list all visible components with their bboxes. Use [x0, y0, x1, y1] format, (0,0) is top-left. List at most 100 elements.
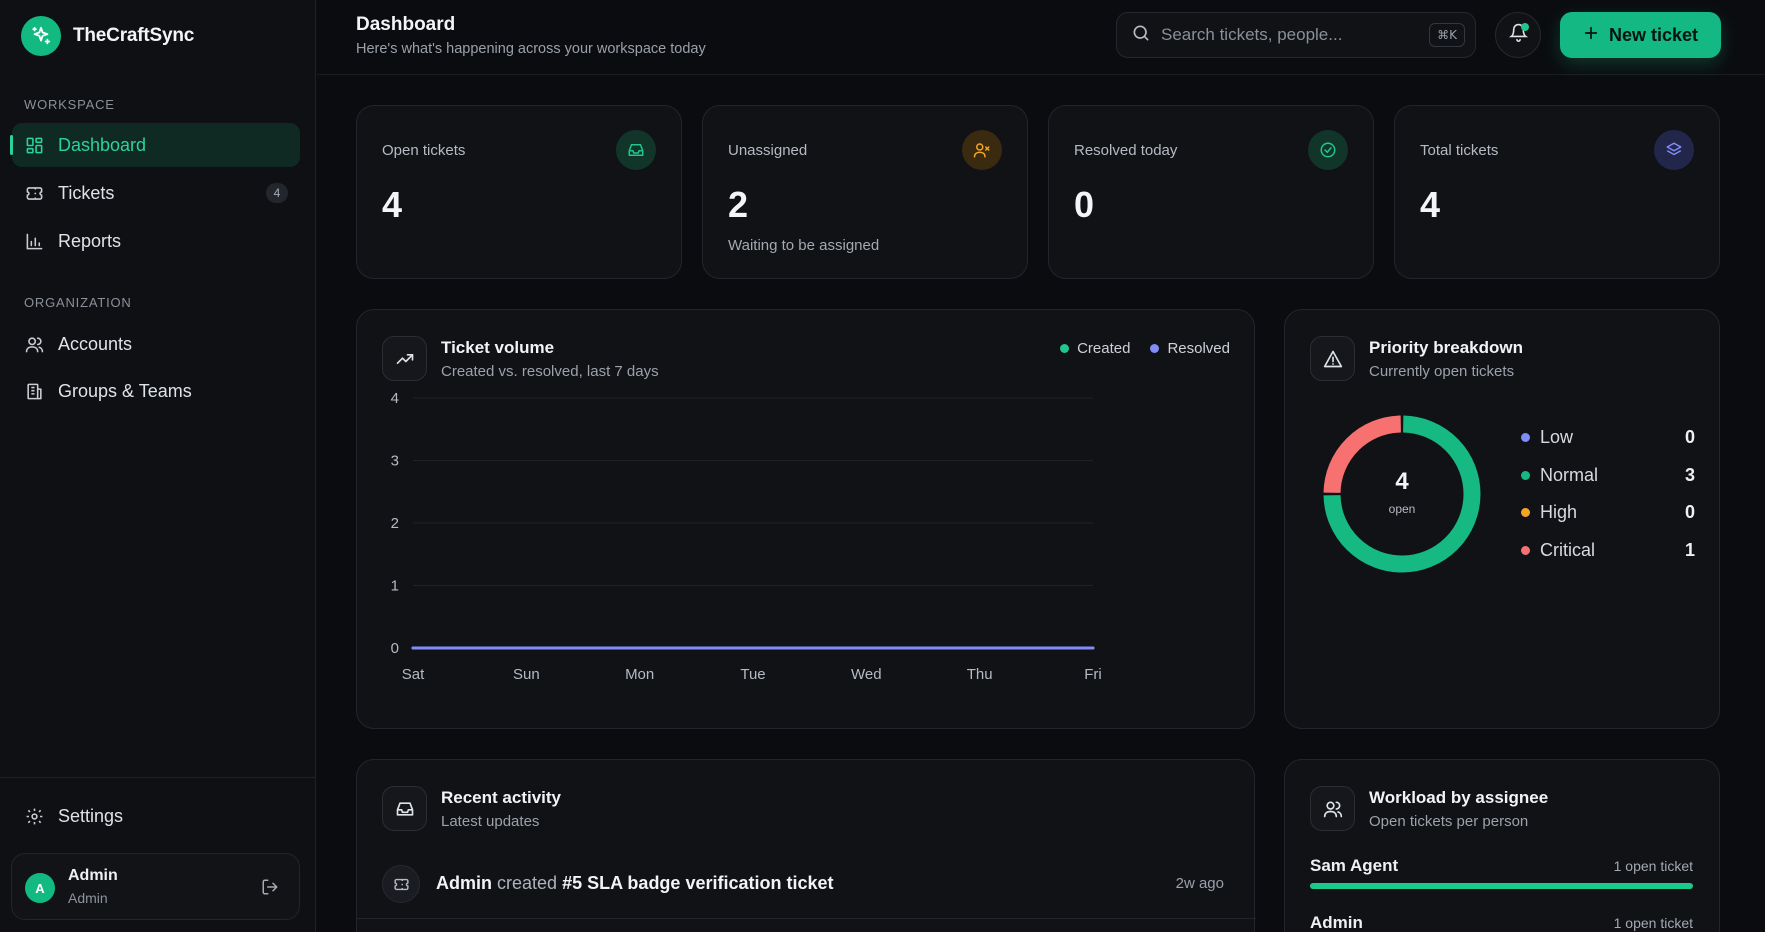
stat-label: Resolved today — [1074, 142, 1178, 159]
legend-swatch — [1150, 344, 1160, 353]
priority-name: Low — [1540, 426, 1574, 447]
priority-swatch — [1521, 432, 1530, 442]
page-title: Dashboard — [356, 14, 456, 35]
gear-icon — [24, 806, 44, 826]
activity-item[interactable]: Admin created #5 SLA badge verification … — [382, 863, 1224, 903]
x-tick-label: Sat — [402, 666, 425, 683]
notification-dot — [1521, 23, 1529, 31]
workspace-section-label: WORKSPACE — [24, 97, 115, 112]
sidebar-item-reports[interactable]: Reports — [12, 219, 300, 263]
stat-card-unassigned[interactable]: Unassigned 2 Waiting to be assigned — [702, 105, 1028, 279]
ticket-icon — [24, 183, 44, 203]
sidebar-item-groups-teams[interactable]: Groups & Teams — [12, 369, 300, 413]
assignee-count: 1 open ticket — [1613, 858, 1693, 874]
legend-swatch — [1060, 344, 1070, 353]
priority-count: 3 — [1684, 464, 1695, 485]
notifications-button[interactable] — [1495, 12, 1541, 58]
new-ticket-button[interactable]: New ticket — [1560, 12, 1721, 58]
panel-subtitle: Created vs. resolved, last 7 days — [441, 363, 659, 380]
brand-name: TheCraftSync — [73, 25, 195, 46]
sidebar-item-label: Accounts — [58, 333, 133, 354]
sidebar-item-label: Tickets — [58, 182, 115, 203]
donut-total: 4 — [1395, 468, 1409, 495]
activity-time: 2w ago — [1175, 875, 1224, 892]
panel-subtitle: Currently open tickets — [1369, 363, 1515, 380]
users-icon — [24, 334, 44, 354]
ticket-volume-panel: Ticket volume Created vs. resolved, last… — [356, 309, 1255, 729]
page-subtitle: Here's what's happening across your work… — [356, 41, 706, 57]
panel-subtitle: Open tickets per person — [1369, 813, 1529, 830]
x-tick-label: Fri — [1084, 666, 1102, 683]
search-box[interactable]: ⌘K — [1116, 12, 1476, 58]
workload-bar-track — [1310, 883, 1693, 889]
user-card[interactable]: A Admin Admin — [11, 853, 300, 920]
brand[interactable]: TheCraftSync — [21, 16, 194, 56]
stat-value: 0 — [1074, 184, 1095, 225]
avatar: A — [25, 873, 55, 903]
y-tick-label: 1 — [391, 578, 399, 595]
priority-legend-row: Low 0 — [1521, 425, 1695, 449]
y-tick-label: 4 — [391, 390, 399, 407]
user-role: Admin — [68, 890, 108, 906]
activity-target[interactable]: #5 SLA badge verification ticket — [562, 873, 834, 893]
settings-label: Settings — [58, 805, 124, 826]
sidebar-item-dashboard[interactable]: Dashboard — [10, 123, 300, 167]
inbox-icon — [382, 786, 427, 831]
ticket-volume-chart: 0 1 2 3 4 Sat Sun Mon Tue Wed Thu Fri — [391, 390, 1102, 683]
priority-legend-row: Critical 1 — [1521, 538, 1695, 562]
new-ticket-label: New ticket — [1608, 24, 1699, 45]
legend-label: Created — [1077, 340, 1131, 357]
panel-subtitle: Latest updates — [441, 813, 540, 830]
users-icon — [1310, 786, 1355, 831]
building-icon — [24, 381, 44, 401]
recent-activity-panel: Recent activity Latest updates Admin cre… — [356, 759, 1256, 932]
plus-icon — [1583, 25, 1599, 46]
search-shortcut-hint: ⌘K — [1429, 23, 1465, 47]
priority-breakdown-panel: Priority breakdown Currently open ticket… — [1284, 309, 1720, 729]
priority-donut-chart — [1323, 415, 1481, 573]
priority-name: Normal — [1540, 464, 1599, 485]
activity-actor: Admin — [436, 873, 492, 893]
organization-section-label: ORGANIZATION — [24, 295, 132, 310]
priority-count: 1 — [1684, 539, 1695, 560]
donut-slice-critical — [1323, 415, 1402, 494]
sidebar-item-tickets[interactable]: Tickets 4 — [12, 171, 300, 215]
legend-label: Resolved — [1167, 340, 1230, 357]
stat-note: Waiting to be assigned — [728, 237, 880, 254]
assignee-name: Sam Agent — [1310, 856, 1399, 875]
priority-swatch — [1521, 545, 1530, 555]
legend-resolved: Resolved — [1150, 340, 1230, 357]
sidebar-item-label: Reports — [58, 230, 122, 251]
sidebar: TheCraftSync WORKSPACE Dashboard Tickets… — [0, 0, 316, 932]
x-tick-label: Sun — [513, 666, 540, 683]
priority-name: Critical — [1540, 539, 1596, 560]
panel-title: Priority breakdown — [1369, 338, 1523, 357]
ticket-icon — [382, 865, 420, 903]
layers-icon — [1654, 130, 1694, 170]
priority-swatch — [1521, 507, 1530, 517]
activity-divider — [357, 918, 1256, 919]
stat-value: 4 — [1420, 184, 1441, 225]
activity-action: created — [497, 873, 558, 893]
sidebar-item-accounts[interactable]: Accounts — [12, 322, 300, 366]
stat-card-total-tickets[interactable]: Total tickets 4 — [1394, 105, 1720, 279]
sidebar-item-settings[interactable]: Settings — [12, 794, 300, 838]
stat-value: 2 — [728, 184, 749, 225]
sparkle-icon — [21, 16, 61, 56]
top-header: Dashboard Here's what's happening across… — [317, 0, 1765, 75]
stat-card-open-tickets[interactable]: Open tickets 4 — [356, 105, 682, 279]
legend-created: Created — [1060, 340, 1130, 357]
tickets-count-badge: 4 — [266, 183, 288, 203]
stat-value: 4 — [382, 184, 403, 225]
logout-icon[interactable] — [261, 878, 279, 901]
stat-label: Unassigned — [728, 142, 808, 159]
bell-icon — [1508, 23, 1528, 47]
priority-swatch — [1521, 470, 1530, 480]
search-input[interactable] — [1161, 25, 1411, 45]
sidebar-item-label: Groups & Teams — [58, 380, 192, 401]
inbox-icon — [616, 130, 656, 170]
stat-card-resolved-today[interactable]: Resolved today 0 — [1048, 105, 1374, 279]
sidebar-divider — [0, 777, 316, 778]
x-tick-label: Mon — [625, 666, 654, 683]
user-x-icon — [962, 130, 1002, 170]
